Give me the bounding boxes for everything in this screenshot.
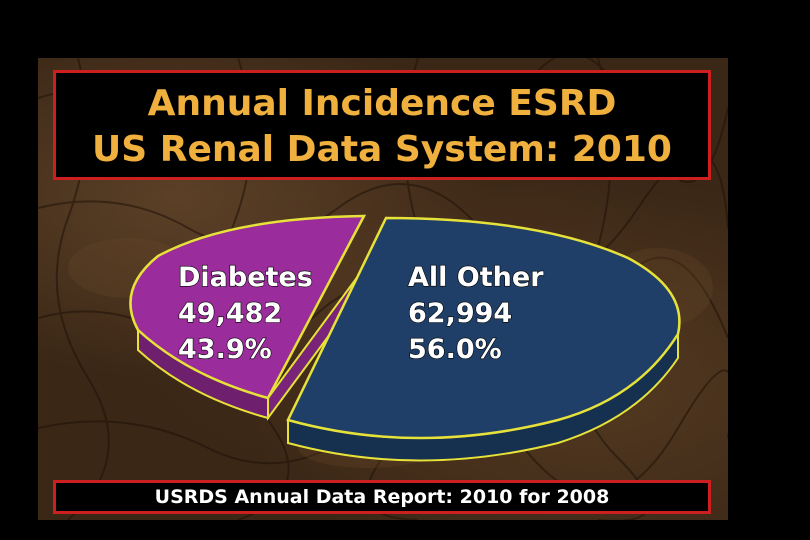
slice-label-diabetes-value: 49,482 xyxy=(178,298,282,329)
slice-label-all-other-name: All Other xyxy=(408,262,544,293)
pie-slice-diabetes-top xyxy=(129,214,367,400)
pie-slice-all-other-top xyxy=(286,216,681,440)
source-note: USRDS Annual Data Report: 2010 for 2008 xyxy=(154,486,610,508)
pie-slice-all-other xyxy=(286,216,681,462)
pie-slice-diabetes xyxy=(129,214,367,422)
chart-title-line-1: Annual Incidence ESRD xyxy=(147,83,617,124)
chart-title-line-2: US Renal Data System: 2010 xyxy=(92,129,672,170)
pie-chart: Diabetes 49,482 43.9% All Other 62,994 5… xyxy=(129,214,681,462)
slice-label-diabetes-percent: 43.9% xyxy=(178,334,272,365)
slice-label-diabetes-name: Diabetes xyxy=(178,262,313,293)
slice-label-all-other-percent: 56.0% xyxy=(408,334,502,365)
content-panel: Annual Incidence ESRD US Renal Data Syst… xyxy=(38,58,728,520)
slice-label-all-other-value: 62,994 xyxy=(408,298,512,329)
title-box: Annual Incidence ESRD US Renal Data Syst… xyxy=(53,70,711,180)
source-box: USRDS Annual Data Report: 2010 for 2008 xyxy=(53,480,711,514)
